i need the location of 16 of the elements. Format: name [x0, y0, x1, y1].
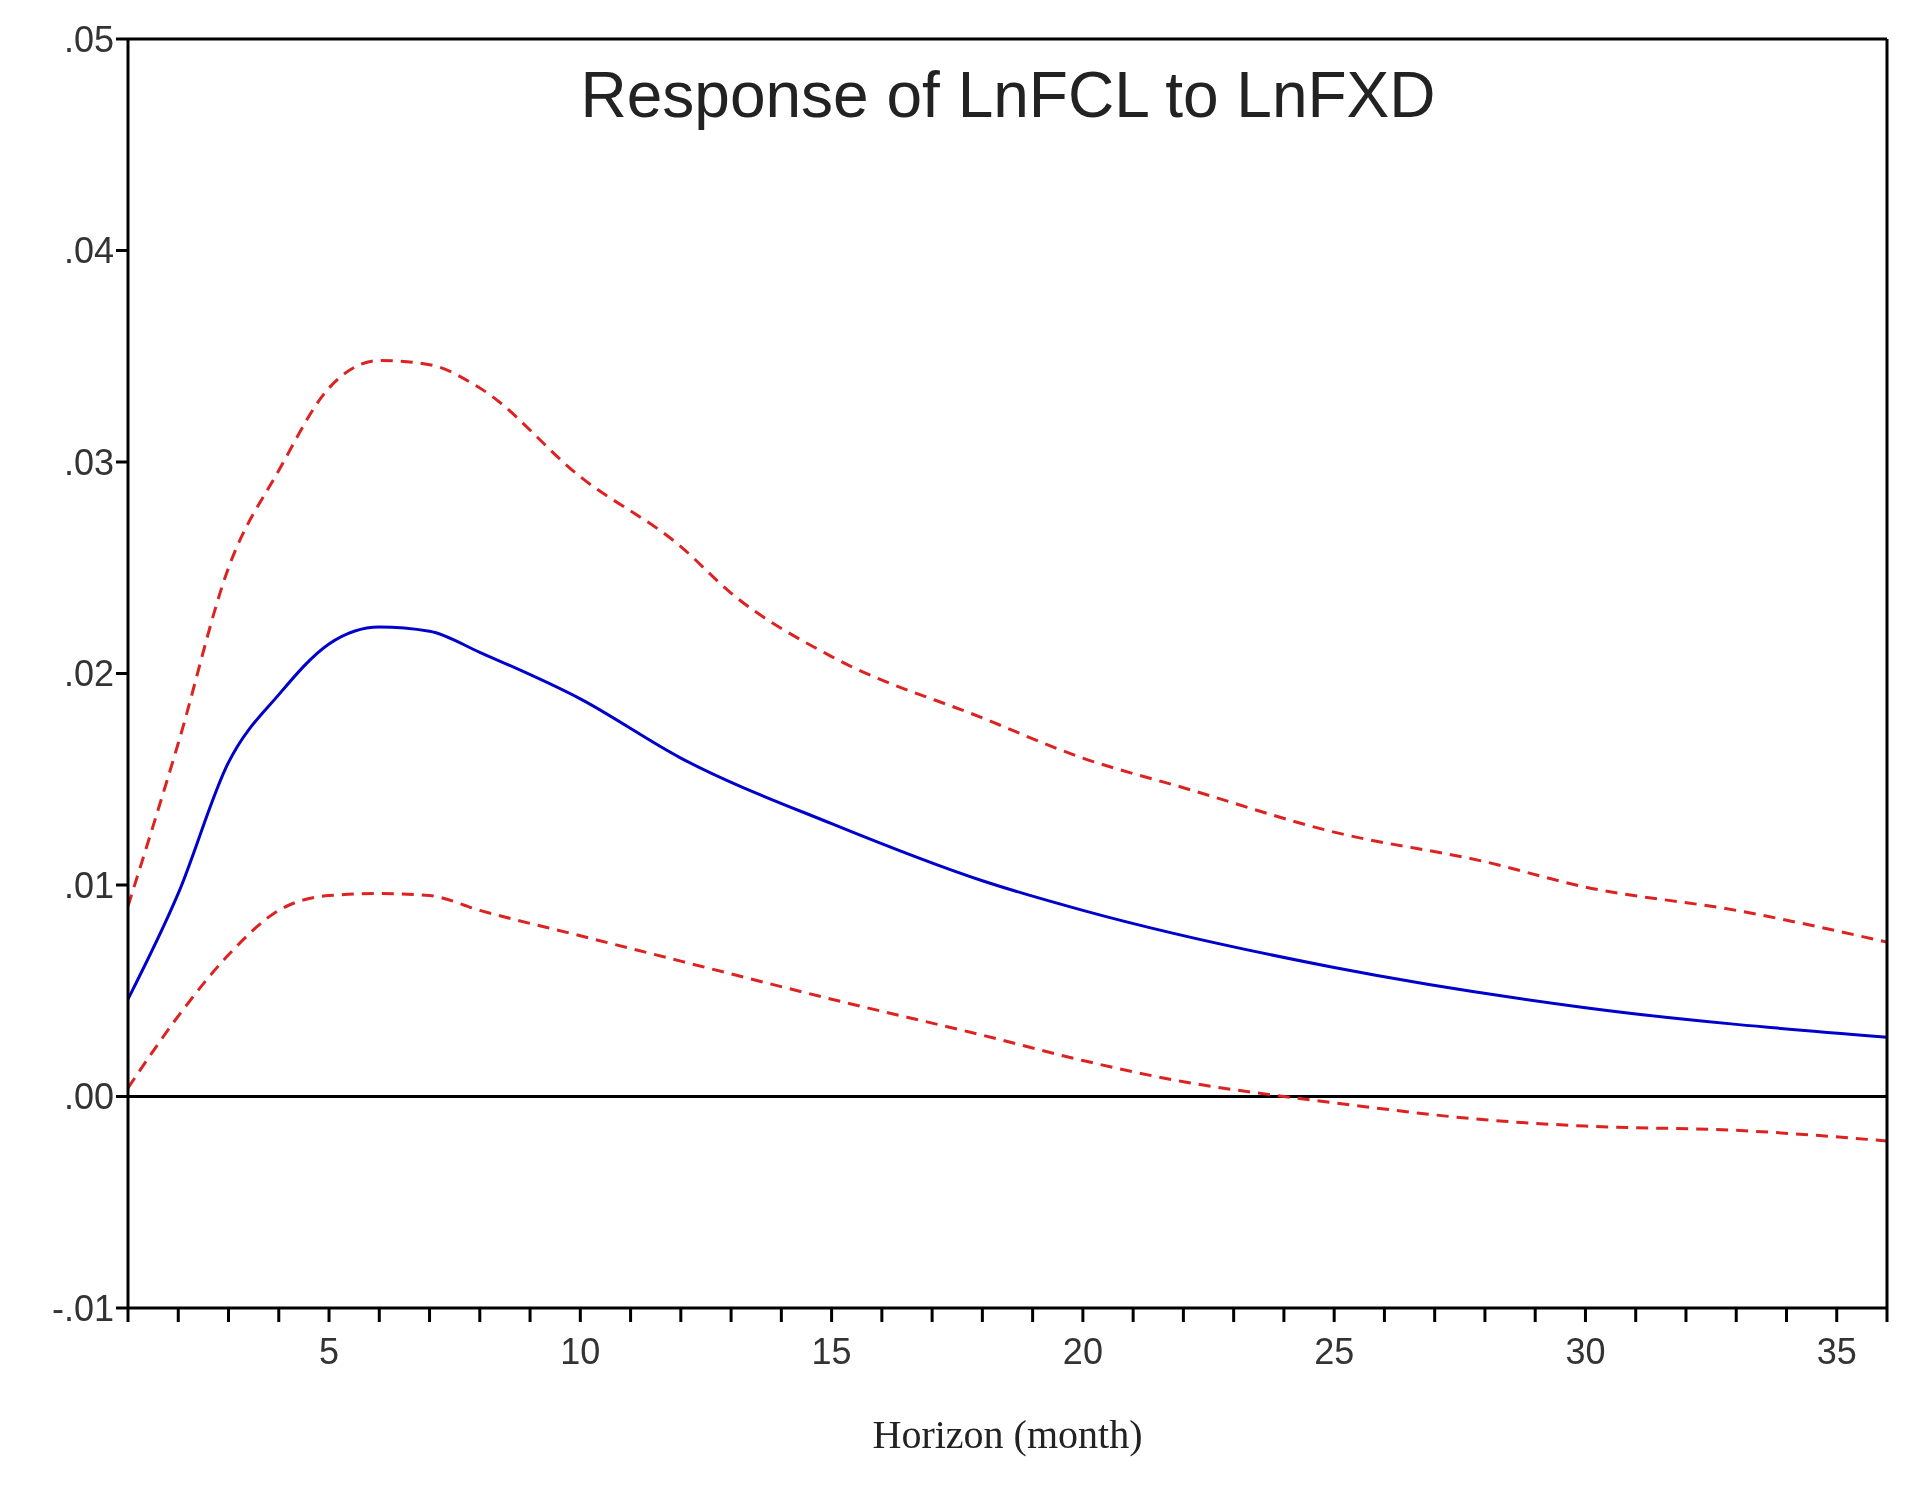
y-tick-label: -.01 [51, 1287, 114, 1329]
x-tick-label: 35 [1816, 1330, 1857, 1372]
y-tick-label: .02 [63, 653, 114, 695]
y-tick-label: .04 [63, 230, 114, 272]
x-tick-label: 20 [1062, 1330, 1103, 1372]
x-axis-title: Horizon (month) [872, 1412, 1143, 1457]
y-tick-label: .03 [63, 441, 114, 483]
x-tick-label: 15 [811, 1330, 852, 1372]
x-tick-label: 30 [1565, 1330, 1606, 1372]
y-tick-label: .01 [63, 864, 114, 906]
x-tick-label: 5 [319, 1330, 340, 1372]
x-tick-label: 10 [560, 1330, 601, 1372]
y-tick-label: .05 [63, 18, 114, 60]
x-tick-label: 25 [1314, 1330, 1355, 1372]
y-tick-label: .00 [63, 1076, 114, 1118]
chart-title: Response of LnFCL to LnFXD [579, 58, 1437, 132]
